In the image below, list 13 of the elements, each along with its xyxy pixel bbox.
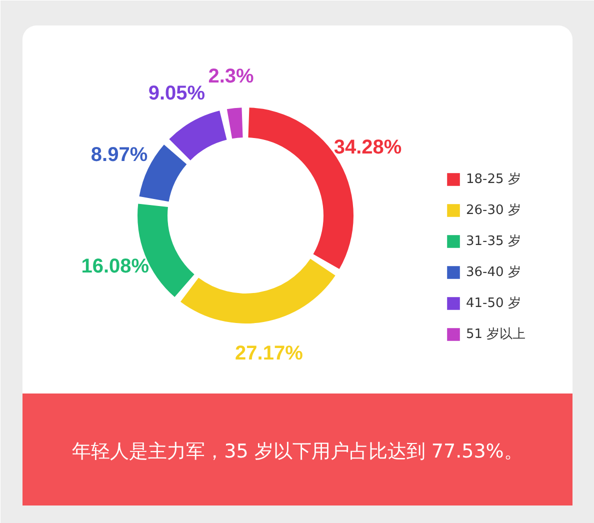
data-label: 2.3% <box>208 65 254 88</box>
data-label: 9.05% <box>148 82 206 105</box>
data-label: 34.28% <box>334 136 402 158</box>
legend-label: 31-35 岁 <box>466 233 521 250</box>
legend-label: 26-30 岁 <box>466 202 521 219</box>
legend-label: 41-50 岁 <box>466 295 521 312</box>
data-label: 16.08% <box>81 256 150 278</box>
data-label: 27.17% <box>235 342 304 365</box>
text: 年轻人是主力军，35 岁以下用户占比达到 77.53%。 <box>72 440 523 462</box>
legend-label: 51 岁以上 <box>466 326 526 343</box>
legend-label: 36-40 岁 <box>466 264 521 281</box>
legend-label: 18-25 岁 <box>466 171 521 188</box>
data-label: 8.97% <box>90 144 148 166</box>
